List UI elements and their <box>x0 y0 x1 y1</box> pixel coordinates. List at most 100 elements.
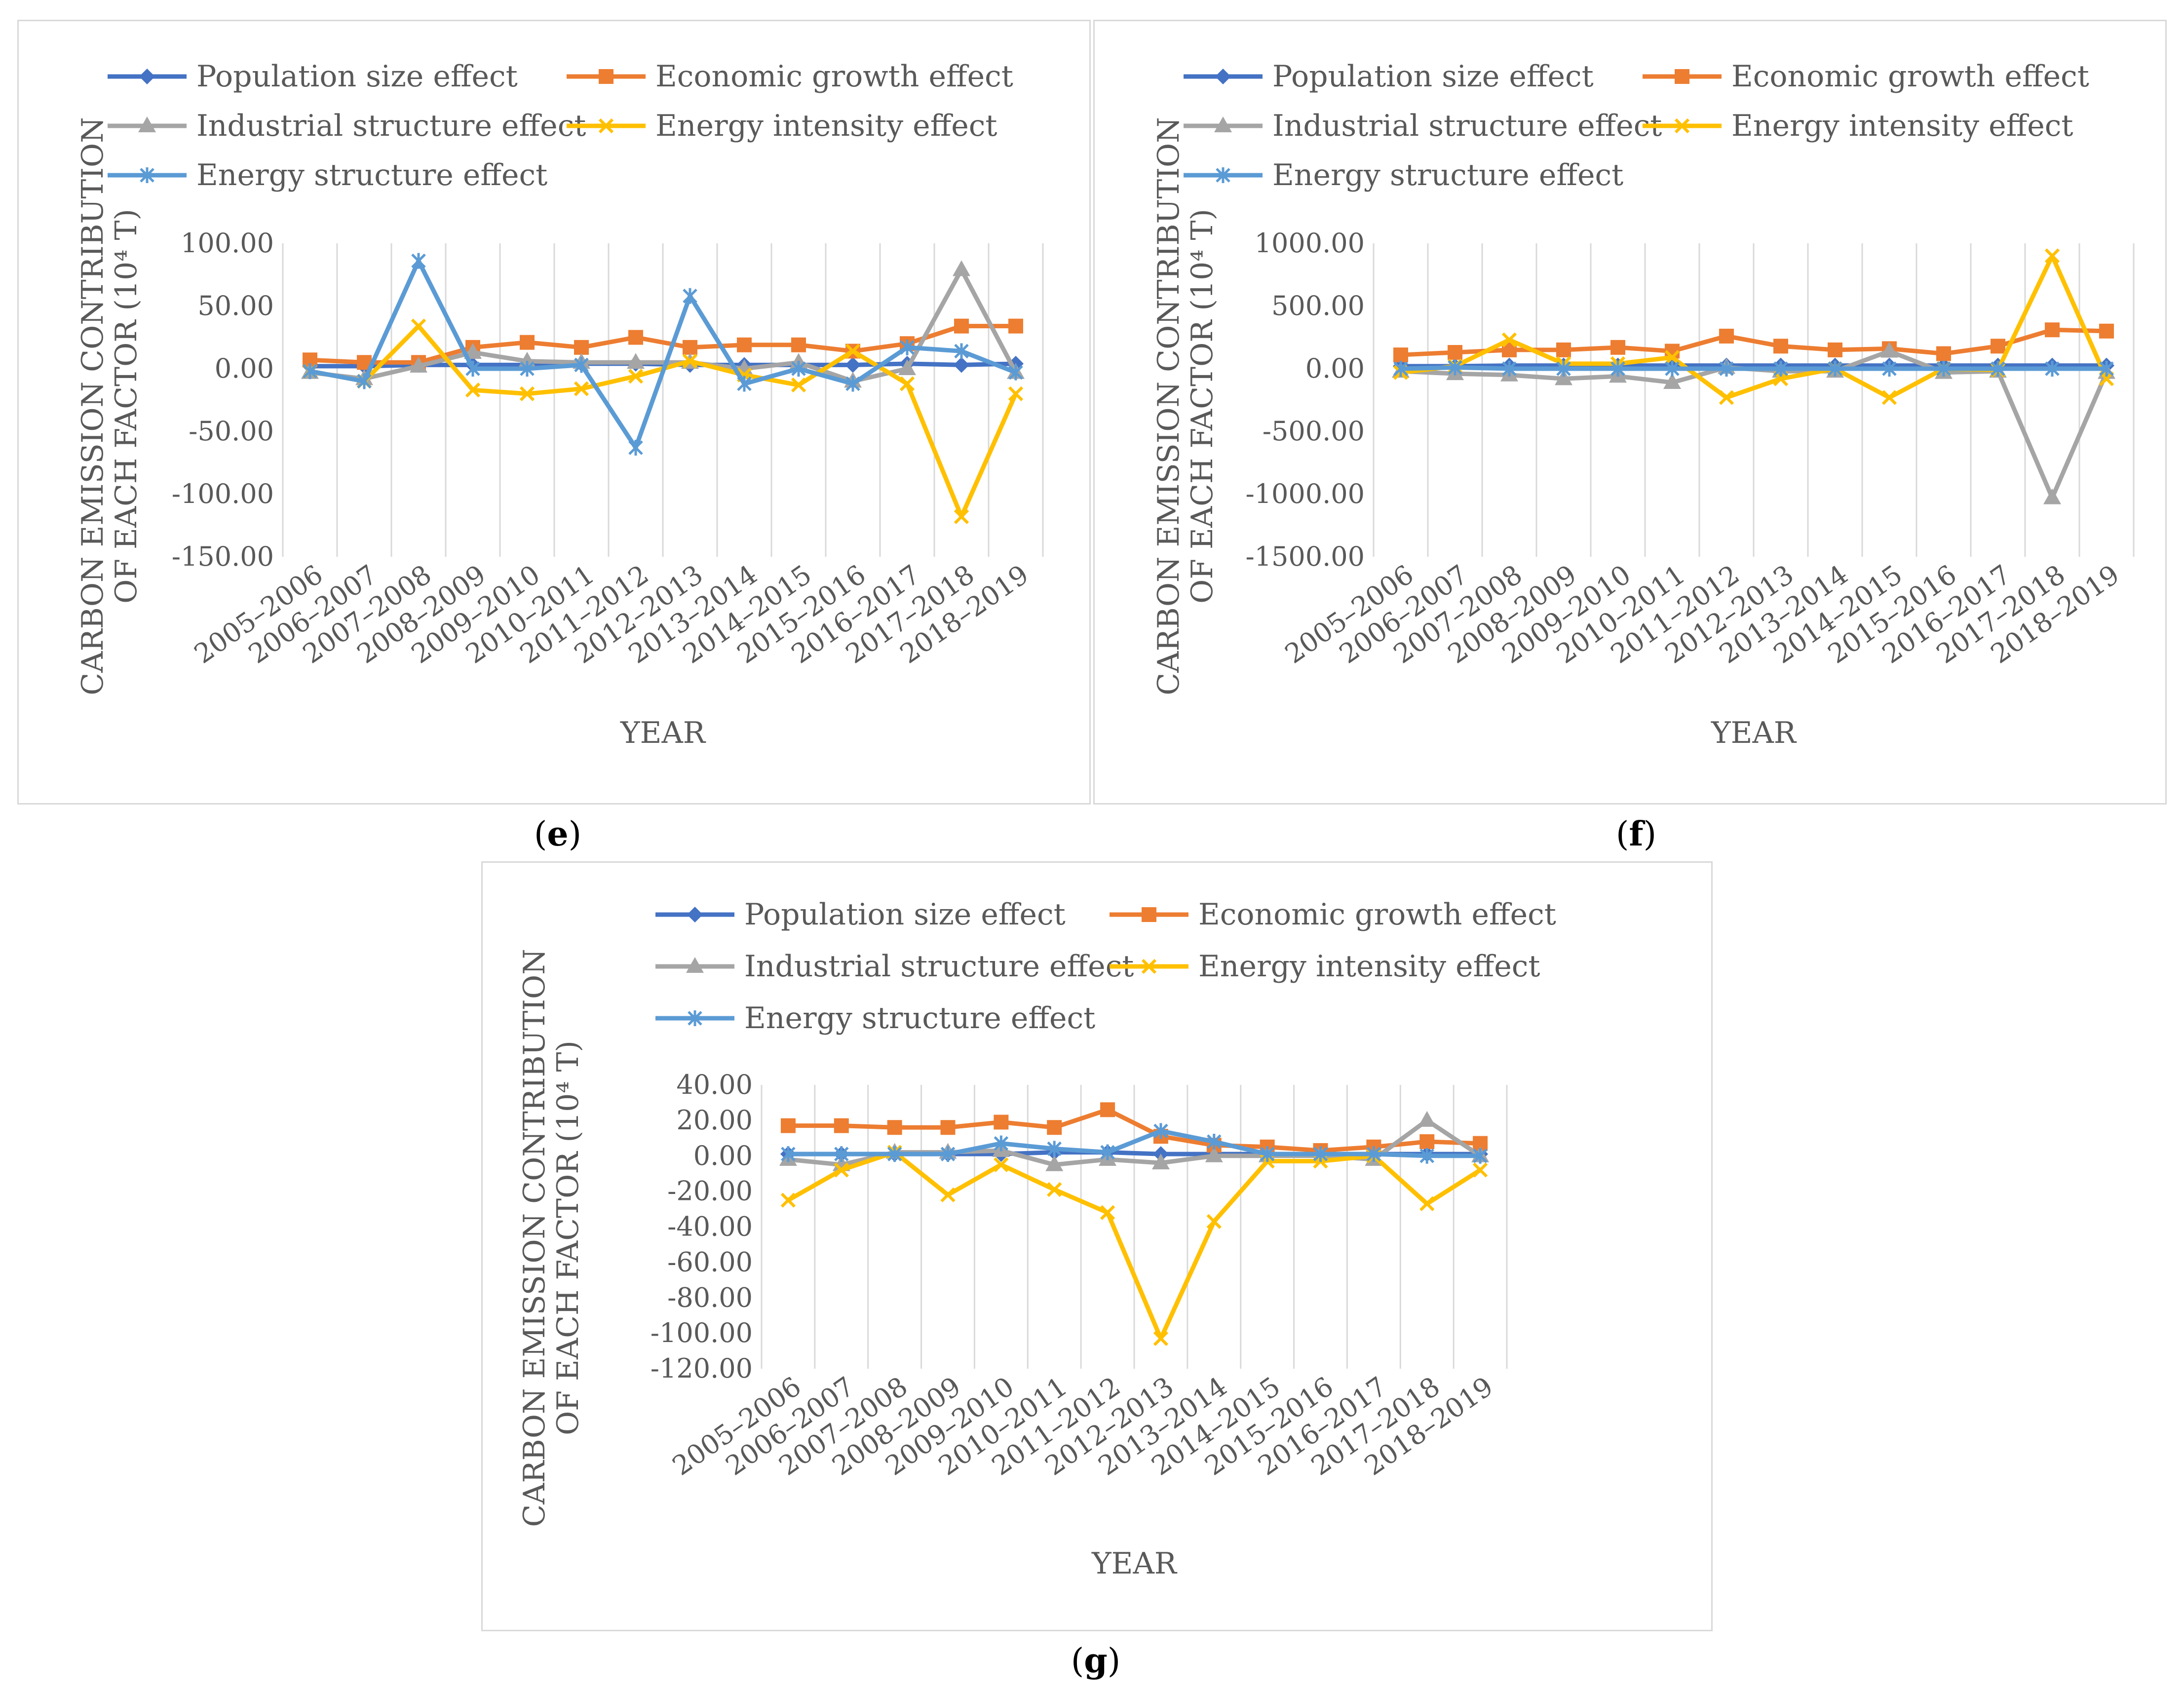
y-tick-label: 20.00 <box>676 1105 753 1136</box>
legend-marker <box>1216 167 1230 183</box>
y-axis-title-line: CARBON EMISSION CONTRIBUTION <box>517 949 552 1527</box>
y-tick-label: -40.00 <box>667 1211 753 1242</box>
chart-panel-f: Population size effect Economic growth ef… <box>1093 20 2167 805</box>
data-point <box>1936 346 1951 361</box>
data-point <box>781 1146 796 1162</box>
data-point <box>1393 347 1408 363</box>
data-point <box>1502 361 1517 377</box>
series-line-star <box>1400 365 2107 371</box>
data-point <box>1448 345 1462 360</box>
data-point <box>1663 373 1681 389</box>
data-point <box>574 381 589 396</box>
data-point <box>1556 361 1571 377</box>
data-point <box>1472 1162 1488 1178</box>
y-tick-label: -60.00 <box>667 1246 753 1277</box>
series-line-square <box>788 1107 1481 1153</box>
data-point <box>1828 361 1842 377</box>
y-tick-label: -100.00 <box>651 1317 753 1348</box>
legend-marker <box>1141 959 1157 974</box>
data-point <box>940 1187 956 1202</box>
data-point <box>791 361 806 377</box>
data-point <box>357 373 372 389</box>
legend-label: Energy intensity effect <box>1198 949 1540 984</box>
data-point <box>953 260 970 276</box>
data-point <box>411 318 426 334</box>
data-point <box>900 339 915 355</box>
data-point <box>2099 323 2114 339</box>
data-point <box>791 337 806 352</box>
data-point <box>1419 1134 1435 1149</box>
legend-item: Industrial structure effect <box>655 949 1134 984</box>
legend-label: Population size effect <box>744 897 1066 932</box>
legend-label: Industrial structure effect <box>1272 109 1662 143</box>
legend-marker <box>688 1010 702 1026</box>
legend-label: Population size effect <box>196 59 518 94</box>
data-point <box>2045 322 2060 338</box>
data-point <box>1773 361 1788 377</box>
data-point <box>464 343 482 359</box>
legend-label: Economic growth effect <box>1731 59 2089 94</box>
y-tick-label: -80.00 <box>667 1282 753 1313</box>
data-point <box>954 357 969 373</box>
legend-label: Energy structure effect <box>744 1001 1095 1036</box>
data-point <box>1313 1146 1328 1162</box>
data-point <box>1773 339 1788 354</box>
data-point <box>1153 1331 1169 1346</box>
y-axis-title-line: OF EACH FACTOR (10⁴ T) <box>551 1040 585 1435</box>
y-tick-label: -120.00 <box>651 1353 753 1384</box>
data-point <box>683 288 697 304</box>
data-point <box>465 383 481 398</box>
data-point <box>1610 340 1625 355</box>
legend-label: Energy intensity effect <box>655 109 997 143</box>
data-point <box>845 344 861 359</box>
y-tick-label: -20.00 <box>667 1176 753 1207</box>
y-tick-label: 50.00 <box>197 290 274 321</box>
data-point <box>898 359 916 375</box>
y-tick-label: 0.00 <box>215 353 274 384</box>
legend-label: Population size effect <box>1272 59 1594 94</box>
data-point <box>780 1118 796 1133</box>
data-point <box>1045 1155 1064 1171</box>
y-tick-label: -50.00 <box>189 416 274 447</box>
y-tick-label: 0.00 <box>1305 353 1365 384</box>
legend-label: Energy structure effect <box>196 158 547 192</box>
series-line-star <box>309 259 1017 450</box>
legend-marker <box>599 69 613 84</box>
caption-e: (e) <box>534 814 582 854</box>
y-axis-title-line: CARBON EMISSION CONTRIBUTION <box>76 117 110 695</box>
data-point <box>1393 361 1408 377</box>
series-line-triangle <box>309 267 1018 384</box>
data-point <box>574 357 589 373</box>
y-tick-label: -500.00 <box>1263 416 1365 447</box>
legend-label: Economic growth effect <box>655 59 1013 94</box>
data-point <box>737 337 752 352</box>
x-axis-title: YEAR <box>1711 716 1797 750</box>
data-point <box>1100 1144 1115 1160</box>
data-point <box>1100 1205 1115 1220</box>
data-point <box>1828 342 1842 357</box>
data-point <box>1501 332 1517 347</box>
data-point <box>628 369 644 384</box>
data-point <box>303 363 317 380</box>
chart-e: Population size effect Economic growth ef… <box>76 59 1044 750</box>
caption-f: (f) <box>1615 814 1657 854</box>
legend-item: Energy intensity effect <box>1110 949 1540 984</box>
series-line-square <box>309 324 1016 365</box>
legend-marker <box>138 116 156 132</box>
data-point <box>887 1120 902 1135</box>
data-point <box>1881 390 1897 405</box>
y-tick-label: 40.00 <box>676 1069 753 1100</box>
legend-item: Energy structure effect <box>108 158 547 192</box>
legend-item: Energy structure effect <box>655 1001 1095 1036</box>
legend-item: Economic growth effect <box>1110 897 1556 932</box>
data-point <box>887 1146 902 1162</box>
chart-panel-e: Population size effect Economic growth ef… <box>17 20 1091 805</box>
data-point <box>834 1146 849 1162</box>
y-tick-label: -1500.00 <box>1245 541 1365 572</box>
data-point <box>1008 318 1023 334</box>
data-point <box>683 340 697 355</box>
data-point <box>1719 328 1734 344</box>
series-line-square <box>1400 327 2107 357</box>
legend-marker <box>686 957 704 973</box>
data-point <box>1047 1182 1062 1197</box>
